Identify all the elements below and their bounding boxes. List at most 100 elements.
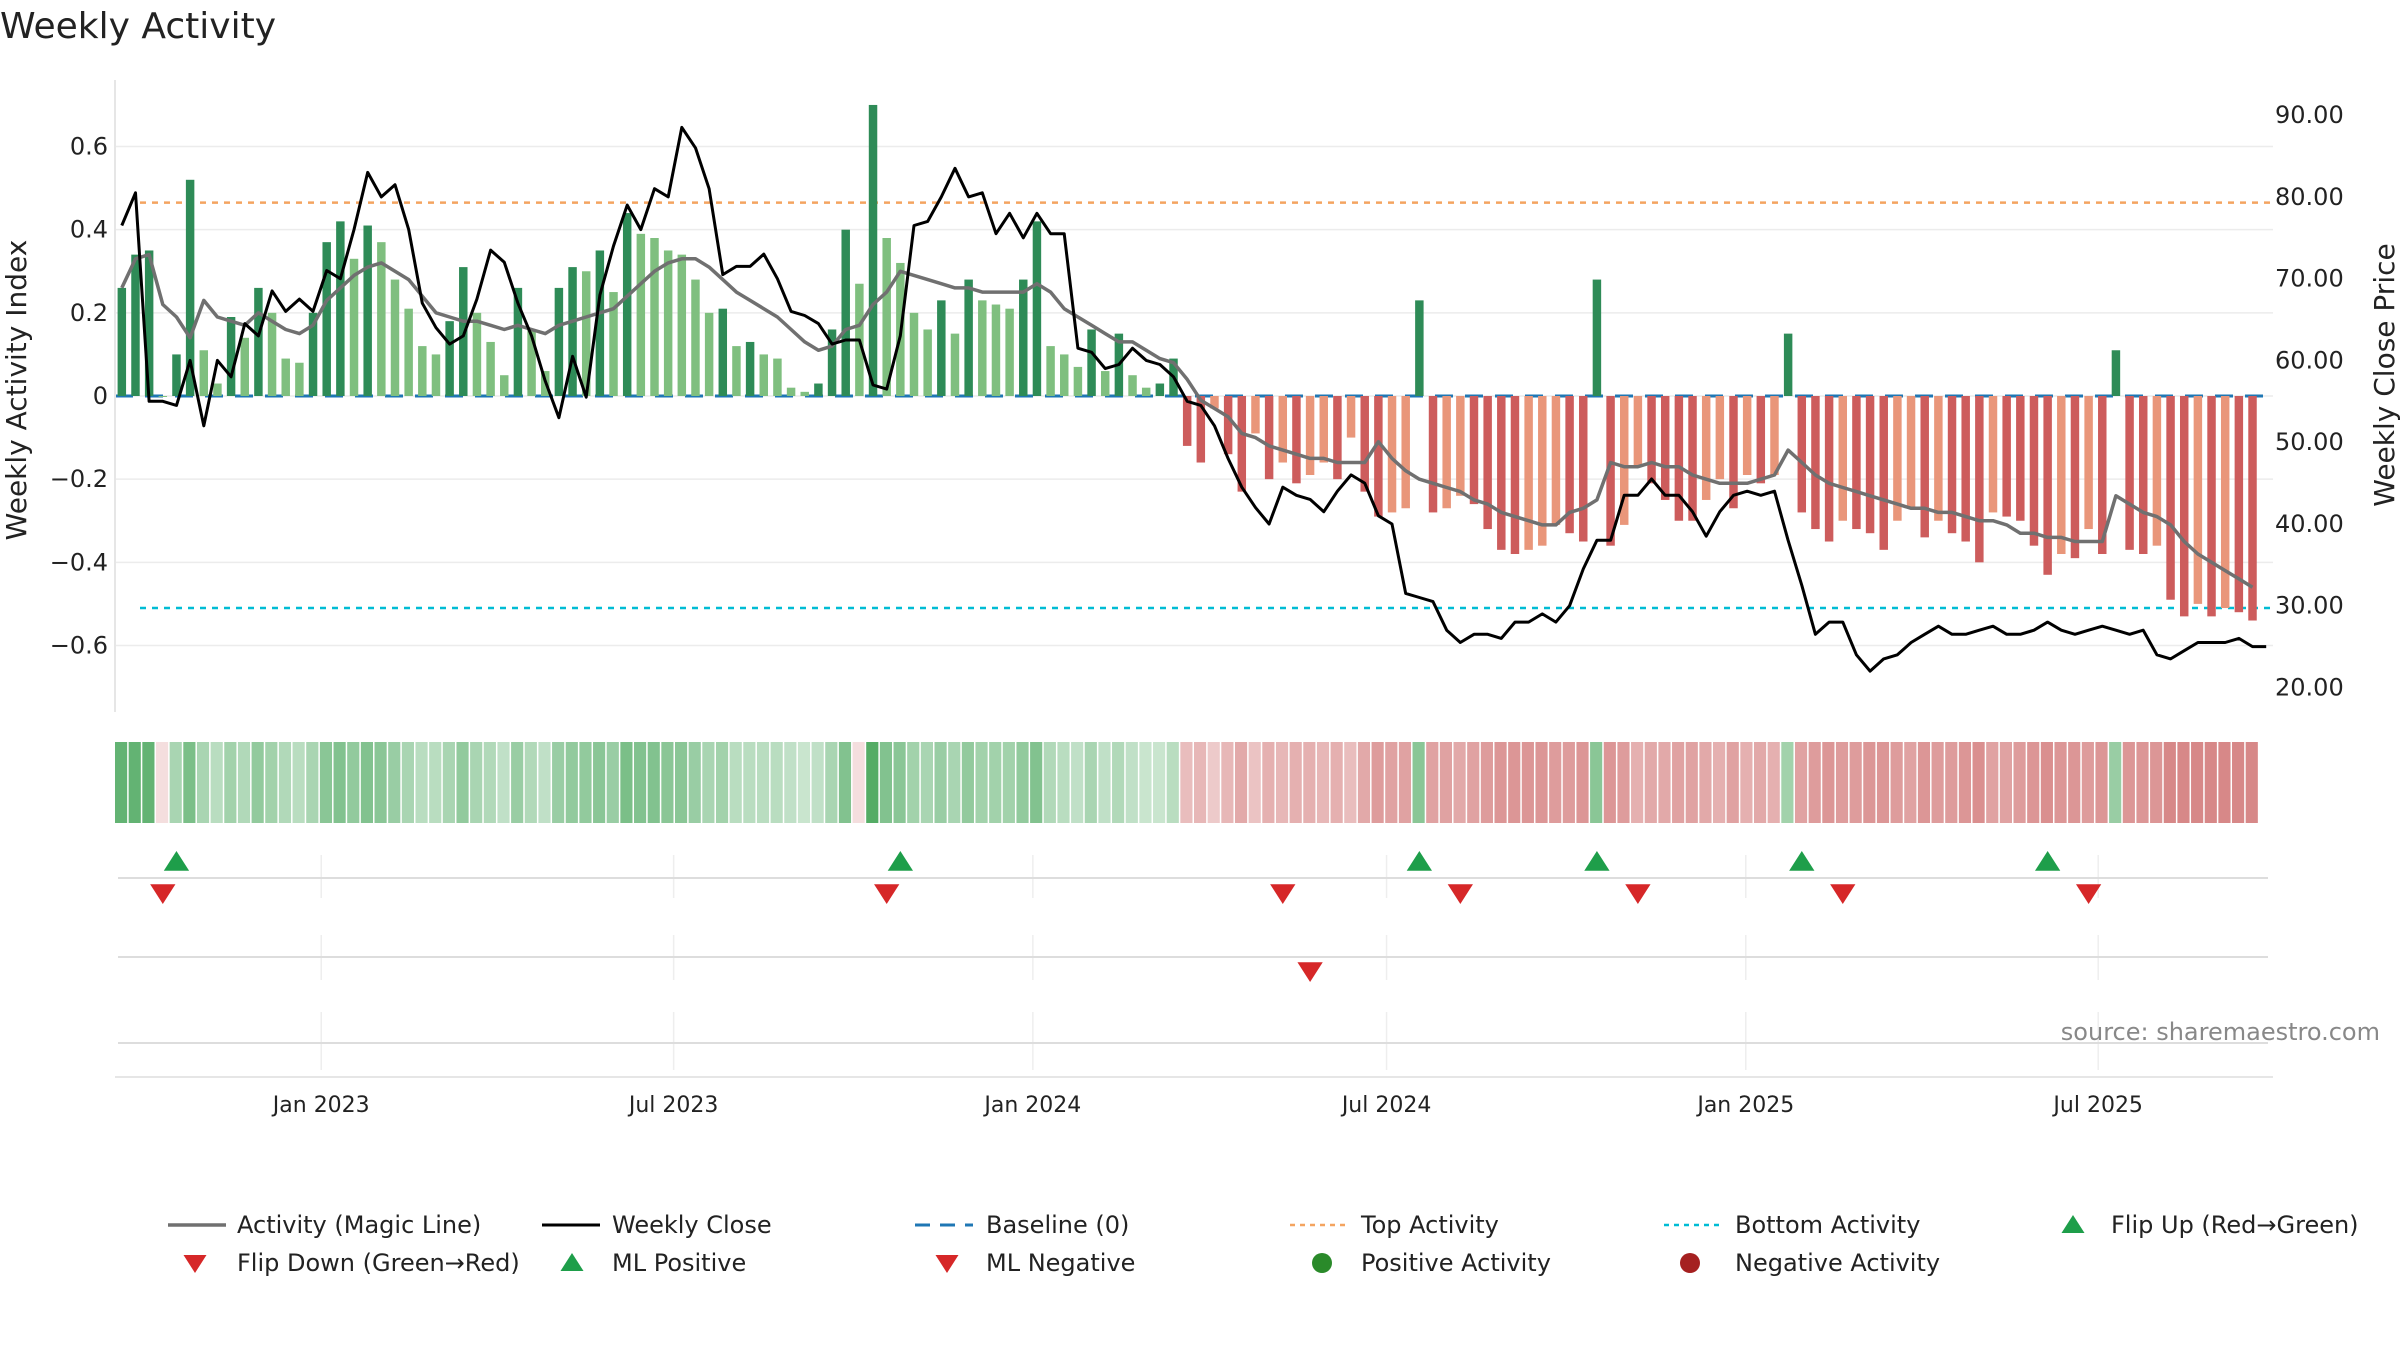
strip-cell xyxy=(1262,742,1275,823)
positive-activity-bar xyxy=(581,271,591,396)
strip-cell xyxy=(1275,742,1289,823)
weekly-close-line xyxy=(120,125,2267,673)
strip-cell xyxy=(1426,742,1439,823)
strip-cell xyxy=(470,742,483,823)
strip-cell xyxy=(565,742,578,823)
strip-cell xyxy=(1180,742,1193,823)
legend-label: Activity (Magic Line) xyxy=(237,1211,481,1239)
positive-activity-bar xyxy=(322,242,331,396)
y-tick-label: −0.2 xyxy=(50,465,108,493)
strip-cell xyxy=(1794,742,1808,823)
flip-down-marker xyxy=(1447,884,1473,904)
negative-activity-bar xyxy=(1947,396,1957,534)
y-tick-label: 0.2 xyxy=(70,299,108,327)
positive-activity-bar xyxy=(773,358,782,396)
negative-activity-bar xyxy=(1865,396,1875,534)
legend-flip-down-icon xyxy=(183,1255,207,1273)
strip-cell xyxy=(2191,742,2204,823)
negative-activity-bar xyxy=(1620,396,1629,525)
y2-tick-label: 40.00 xyxy=(2275,510,2344,538)
strip-cell xyxy=(1549,742,1562,823)
negative-activity-bar xyxy=(1715,396,1725,480)
strip-cell xyxy=(838,742,852,823)
series-lines xyxy=(120,125,2267,673)
strip-cell xyxy=(483,742,496,823)
y-tick-label: −0.4 xyxy=(50,548,108,576)
strip-cell xyxy=(1904,742,1917,823)
negative-activity-bar xyxy=(1223,396,1233,455)
positive-activity-bar xyxy=(991,304,1001,396)
strip-cell xyxy=(1972,742,1985,823)
positive-activity-bar xyxy=(663,250,673,396)
flip-down-marker xyxy=(150,884,176,904)
positive-activity-bar xyxy=(1128,375,1137,396)
strip-cell xyxy=(866,742,879,823)
positive-activity-bar xyxy=(814,383,823,396)
y2-axis-label: Weekly Close Price xyxy=(2368,243,2400,506)
strip-cell xyxy=(1344,742,1357,823)
y-tick-label: 0 xyxy=(93,382,108,410)
strip-cell xyxy=(989,742,1002,823)
axes: 0.6 0.4 0.2 0 −0.2 −0.4 −0.6 90.00 80.00 70.00 60.… xyxy=(50,80,2344,712)
strip-cell xyxy=(1835,742,1849,823)
strip-cell xyxy=(688,742,701,823)
negative-activity-bar xyxy=(1210,396,1219,409)
flip-down-marker xyxy=(1270,884,1296,904)
flip-markers xyxy=(115,851,2273,1078)
strip-cell xyxy=(511,742,524,823)
legend-label: Bottom Activity xyxy=(1735,1211,1920,1239)
strip-cell xyxy=(1071,742,1084,823)
positive-activity-bar xyxy=(1415,300,1424,396)
positive-activity-bar xyxy=(554,287,564,396)
positive-activity-bar xyxy=(295,362,304,396)
strip-cell xyxy=(1098,742,1111,823)
negative-activity-bar xyxy=(1510,396,1520,554)
negative-activity-bar xyxy=(1606,396,1615,546)
flip-up-marker xyxy=(887,851,913,871)
negative-activity-bar xyxy=(2248,396,2257,621)
strip-cell xyxy=(237,742,251,823)
negative-activity-bar xyxy=(2029,396,2039,546)
strip-cell xyxy=(333,742,346,823)
strip-cell xyxy=(1958,742,1972,823)
strip-cell xyxy=(1767,742,1780,823)
positive-activity-bar xyxy=(691,279,700,396)
legend-negative-dot-icon xyxy=(1680,1253,1700,1273)
negative-activity-bar xyxy=(1333,396,1342,480)
negative-activity-bar xyxy=(1196,396,1206,463)
negative-activity-bar xyxy=(2084,396,2093,530)
flip-down-marker xyxy=(874,884,900,904)
strip-cell xyxy=(1467,742,1480,823)
positive-activity-bar xyxy=(199,350,209,396)
legend-ml-negative-icon xyxy=(935,1255,959,1273)
positive-activity-bar xyxy=(650,238,659,396)
positive-activity-bar xyxy=(240,337,249,396)
x-tick-label: Jan 2025 xyxy=(1695,1093,1794,1118)
strip-cell xyxy=(415,742,428,823)
positive-activity-bar xyxy=(841,229,850,396)
positive-activity-bar xyxy=(418,346,427,396)
flip-down-marker xyxy=(1830,884,1856,904)
chart-title: Weekly Activity xyxy=(0,6,276,47)
y2-tick-label: 80.00 xyxy=(2275,183,2344,211)
activity-bars xyxy=(117,104,2257,621)
negative-activity-bar xyxy=(2098,396,2107,554)
strip-cell xyxy=(1576,742,1589,823)
positive-activity-bar xyxy=(800,391,809,396)
positive-activity-bar xyxy=(1005,308,1014,396)
negative-activity-bar xyxy=(1633,396,1643,467)
negative-activity-bar xyxy=(1797,396,1807,513)
flip-up-marker xyxy=(163,851,190,871)
strip-cell xyxy=(115,742,128,823)
strip-cell xyxy=(456,742,469,823)
strip-cell xyxy=(2177,742,2190,823)
positive-activity-bar xyxy=(431,354,441,396)
strip-cell xyxy=(756,742,770,823)
negative-activity-bar xyxy=(2057,396,2066,554)
negative-activity-bar xyxy=(2139,396,2148,554)
strip-cell xyxy=(1672,742,1685,823)
strip-cell xyxy=(1248,742,1261,823)
negative-activity-bar xyxy=(2207,396,2216,617)
strip-cell xyxy=(948,742,961,823)
